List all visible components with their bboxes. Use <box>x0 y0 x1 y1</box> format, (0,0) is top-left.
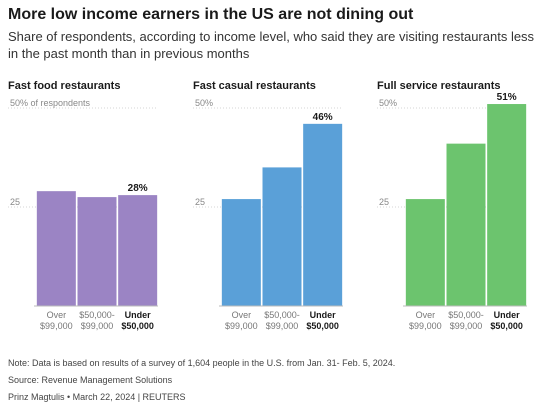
bar <box>303 123 343 306</box>
category-label: $50,000 <box>121 321 154 331</box>
y-tick-label: 25 <box>379 197 389 207</box>
data-label: 51% <box>497 92 517 103</box>
category-label: Over <box>416 310 436 320</box>
panel-title: Fast food restaurants <box>8 80 121 92</box>
footer-credit: Prinz Magtulis • March 22, 2024 | REUTER… <box>8 392 186 402</box>
panel-full-service: Full service restaurants 50% 25 Over $99,00… <box>377 80 550 345</box>
category-label: $99,000 <box>409 321 442 331</box>
bar <box>487 104 527 306</box>
y-tick-label: 25 <box>10 197 20 207</box>
category-label: $99,000 <box>81 321 114 331</box>
data-label: 46% <box>313 112 333 123</box>
bar <box>262 167 302 306</box>
panel-title: Fast casual restaurants <box>193 80 316 92</box>
bar-chart-fast-casual: 50%25Over$99,000$50,000-$99,00046%Under$… <box>193 98 343 331</box>
panel-fast-casual: Fast casual restaurants 50% 25 Over $99,000… <box>193 80 368 345</box>
category-label: $50,000- <box>264 310 300 320</box>
category-label: $99,000 <box>450 321 483 331</box>
category-label: $99,000 <box>266 321 299 331</box>
y-tick-label: 50% <box>195 98 213 108</box>
category-label: $99,000 <box>40 321 73 331</box>
category-label: Over <box>47 310 67 320</box>
panel-title: Full service restaurants <box>377 80 501 92</box>
category-label: $50,000- <box>79 310 115 320</box>
bar <box>36 191 76 306</box>
bar-chart-fast-food: 50% of respondents25Over$99,000$50,000-$… <box>8 98 158 331</box>
bar <box>446 143 486 306</box>
category-label: Under <box>125 310 152 320</box>
bar <box>77 197 117 306</box>
y-tick-label: 50% of respondents <box>10 98 91 108</box>
category-label: Under <box>494 310 521 320</box>
y-tick-label: 50% <box>379 98 397 108</box>
bar <box>405 199 445 306</box>
category-label: $99,000 <box>225 321 258 331</box>
panel-fast-food: Fast food restaurants 50% of respondents… <box>8 80 183 345</box>
category-label: Under <box>310 310 337 320</box>
bar <box>118 195 158 306</box>
footer-note: Note: Data is based on results of a surv… <box>8 358 396 368</box>
category-label: Over <box>232 310 252 320</box>
bar-chart-full-service: 50%25Over$99,000$50,000-$99,00051%Under$… <box>377 92 527 331</box>
category-label: $50,000 <box>306 321 339 331</box>
category-label: $50,000- <box>448 310 484 320</box>
bar <box>221 199 261 306</box>
data-label: 28% <box>128 183 148 194</box>
footer-source: Source: Revenue Management Solutions <box>8 375 173 385</box>
category-label: $50,000 <box>490 321 523 331</box>
chart-subtitle: Share of respondents, according to incom… <box>8 29 535 61</box>
chart-title: More low income earners in the US are no… <box>8 6 414 23</box>
y-tick-label: 25 <box>195 197 205 207</box>
